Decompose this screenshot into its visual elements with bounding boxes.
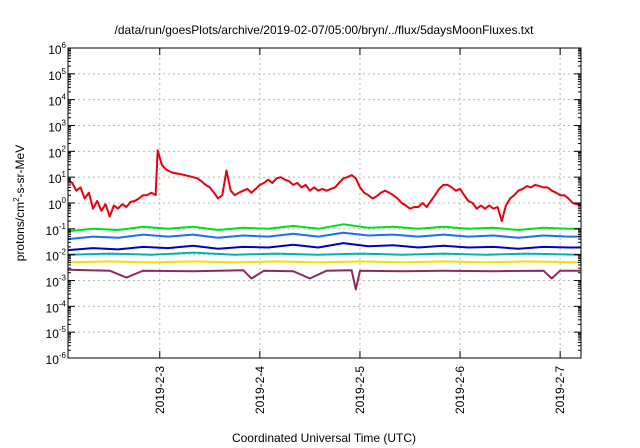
y-tick-label: 10-3 <box>46 274 67 290</box>
y-tick-label: 10-6 <box>46 351 67 367</box>
y-tick-label-base: 10 <box>46 250 60 264</box>
y-tick-label-exponent: 2 <box>62 144 67 153</box>
y-axis-label-sup: 2 <box>12 197 21 202</box>
y-tick-label-exponent: -2 <box>59 248 67 257</box>
y-tick-label-exponent: 0 <box>62 196 67 205</box>
series-line-6 <box>67 260 582 264</box>
y-tick-label-exponent: 6 <box>62 41 67 50</box>
y-tick-label: 106 <box>48 41 66 57</box>
y-tick-label: 100 <box>48 196 66 212</box>
y-tick-label-base: 10 <box>48 172 62 186</box>
y-tick-label: 103 <box>48 119 66 135</box>
y-tick-label-exponent: -1 <box>59 222 67 231</box>
y-tick-label-exponent: 1 <box>62 170 67 179</box>
y-tick-label-base: 10 <box>48 69 62 83</box>
series-line-7 <box>67 268 581 291</box>
x-axis-label: Coordinated Universal Time (UTC) <box>232 431 416 445</box>
series-line-3 <box>67 231 581 241</box>
series-line-5 <box>67 251 582 256</box>
y-tick-label: 101 <box>48 170 66 186</box>
x-tick-label: 2019-2-5 <box>353 366 367 414</box>
y-tick-label-base: 10 <box>46 224 60 238</box>
y-axis-label-rest: -s-sr-MeV <box>13 145 27 198</box>
y-tick-label: 10-4 <box>46 299 67 315</box>
y-tick-label-base: 10 <box>46 327 60 341</box>
y-axis-label: protons/cm2-s-sr-MeV <box>12 145 27 261</box>
series-line-1 <box>67 149 582 223</box>
chart-title: /data/run/goesPlots/archive/2019-02-07/0… <box>115 23 535 37</box>
series-line-4 <box>67 242 581 252</box>
y-tick-label-base: 10 <box>48 146 62 160</box>
series-layer <box>67 149 582 291</box>
y-tick-label-exponent: -3 <box>59 274 67 283</box>
y-tick-label-exponent: -4 <box>59 299 67 308</box>
y-tick-label: 105 <box>48 67 66 83</box>
y-axis-label-main: protons/cm <box>13 202 27 261</box>
axis-ticks <box>68 47 581 359</box>
x-tick-label: 2019-2-6 <box>453 366 467 414</box>
x-tick-label: 2019-2-3 <box>153 366 167 414</box>
y-tick-label-base: 10 <box>46 301 60 315</box>
y-tick-label-base: 10 <box>48 198 62 212</box>
x-tick-label: 2019-2-7 <box>553 366 567 414</box>
y-tick-label-exponent: 4 <box>62 93 67 102</box>
y-tick-label: 10-2 <box>46 248 67 264</box>
y-tick-label-base: 10 <box>46 353 60 367</box>
y-tick-label-base: 10 <box>48 43 62 57</box>
x-tick-labels: 2019-2-3 2019-2-4 2019-2-5 2019-2-6 2019-2-7 <box>153 366 567 414</box>
y-tick-label-base: 10 <box>46 276 60 290</box>
y-tick-label: 104 <box>48 93 66 109</box>
y-tick-label-base: 10 <box>48 95 62 109</box>
y-tick-label: 10-1 <box>46 222 67 238</box>
y-tick-label-exponent: 3 <box>62 119 67 128</box>
series-line-2 <box>67 223 581 233</box>
y-tick-label-exponent: -5 <box>59 325 67 334</box>
y-tick-label-exponent: 5 <box>62 67 67 76</box>
y-tick-label-base: 10 <box>48 121 62 135</box>
x-tick-label: 2019-2-4 <box>253 366 267 414</box>
y-tick-label-exponent: -6 <box>59 351 67 360</box>
y-tick-label: 10-5 <box>46 325 67 341</box>
y-tick-label: 102 <box>48 144 66 160</box>
y-tick-labels: 10-610-510-410-310-210-11001011021031041… <box>46 41 67 367</box>
